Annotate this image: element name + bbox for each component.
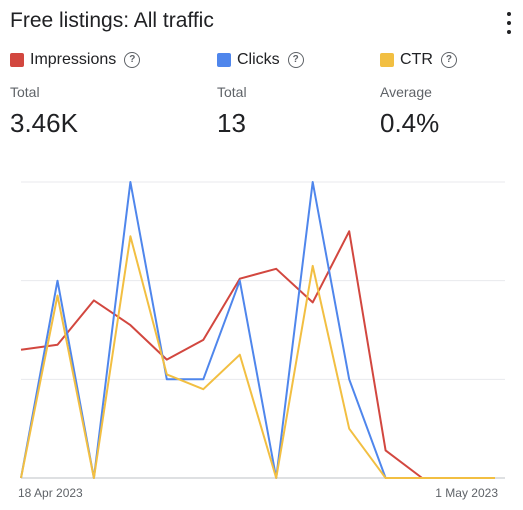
metric-sub: Total [10,84,40,100]
help-icon[interactable]: ? [440,52,457,68]
metric-sub: Average [380,84,432,100]
clicks-swatch [217,53,231,67]
metric-value: 3.46K [10,108,78,138]
traffic-line-chart: 18 Apr 2023 1 May 2023 [18,181,505,500]
help-icon[interactable]: ? [124,52,141,68]
ctr-swatch [380,53,394,67]
card-title: Free listings: All traffic [10,9,214,32]
more-vert-icon[interactable] [503,12,515,34]
x-tick-label-end: 1 May 2023 [435,486,498,500]
metric-value: 0.4% [380,108,440,138]
metric-name: CTR [400,51,433,68]
metric-sub: Total [217,84,247,100]
series-line-impressions [20,230,495,479]
metric-name: Impressions [30,51,117,68]
series-line-clicks [20,181,495,479]
metric-impressions[interactable]: Impressions ? Total 3.46K [10,50,141,138]
x-tick-label-start: 18 Apr 2023 [18,486,83,500]
impressions-swatch [10,53,24,67]
metric-name: Clicks [237,51,280,68]
metric-clicks[interactable]: Clicks ? Total 13 [217,50,304,138]
series-line-ctr [20,235,495,479]
metric-value: 13 [217,108,246,138]
help-icon[interactable]: ? [287,52,304,68]
metric-ctr[interactable]: CTR ? Average 0.4% [380,50,457,138]
